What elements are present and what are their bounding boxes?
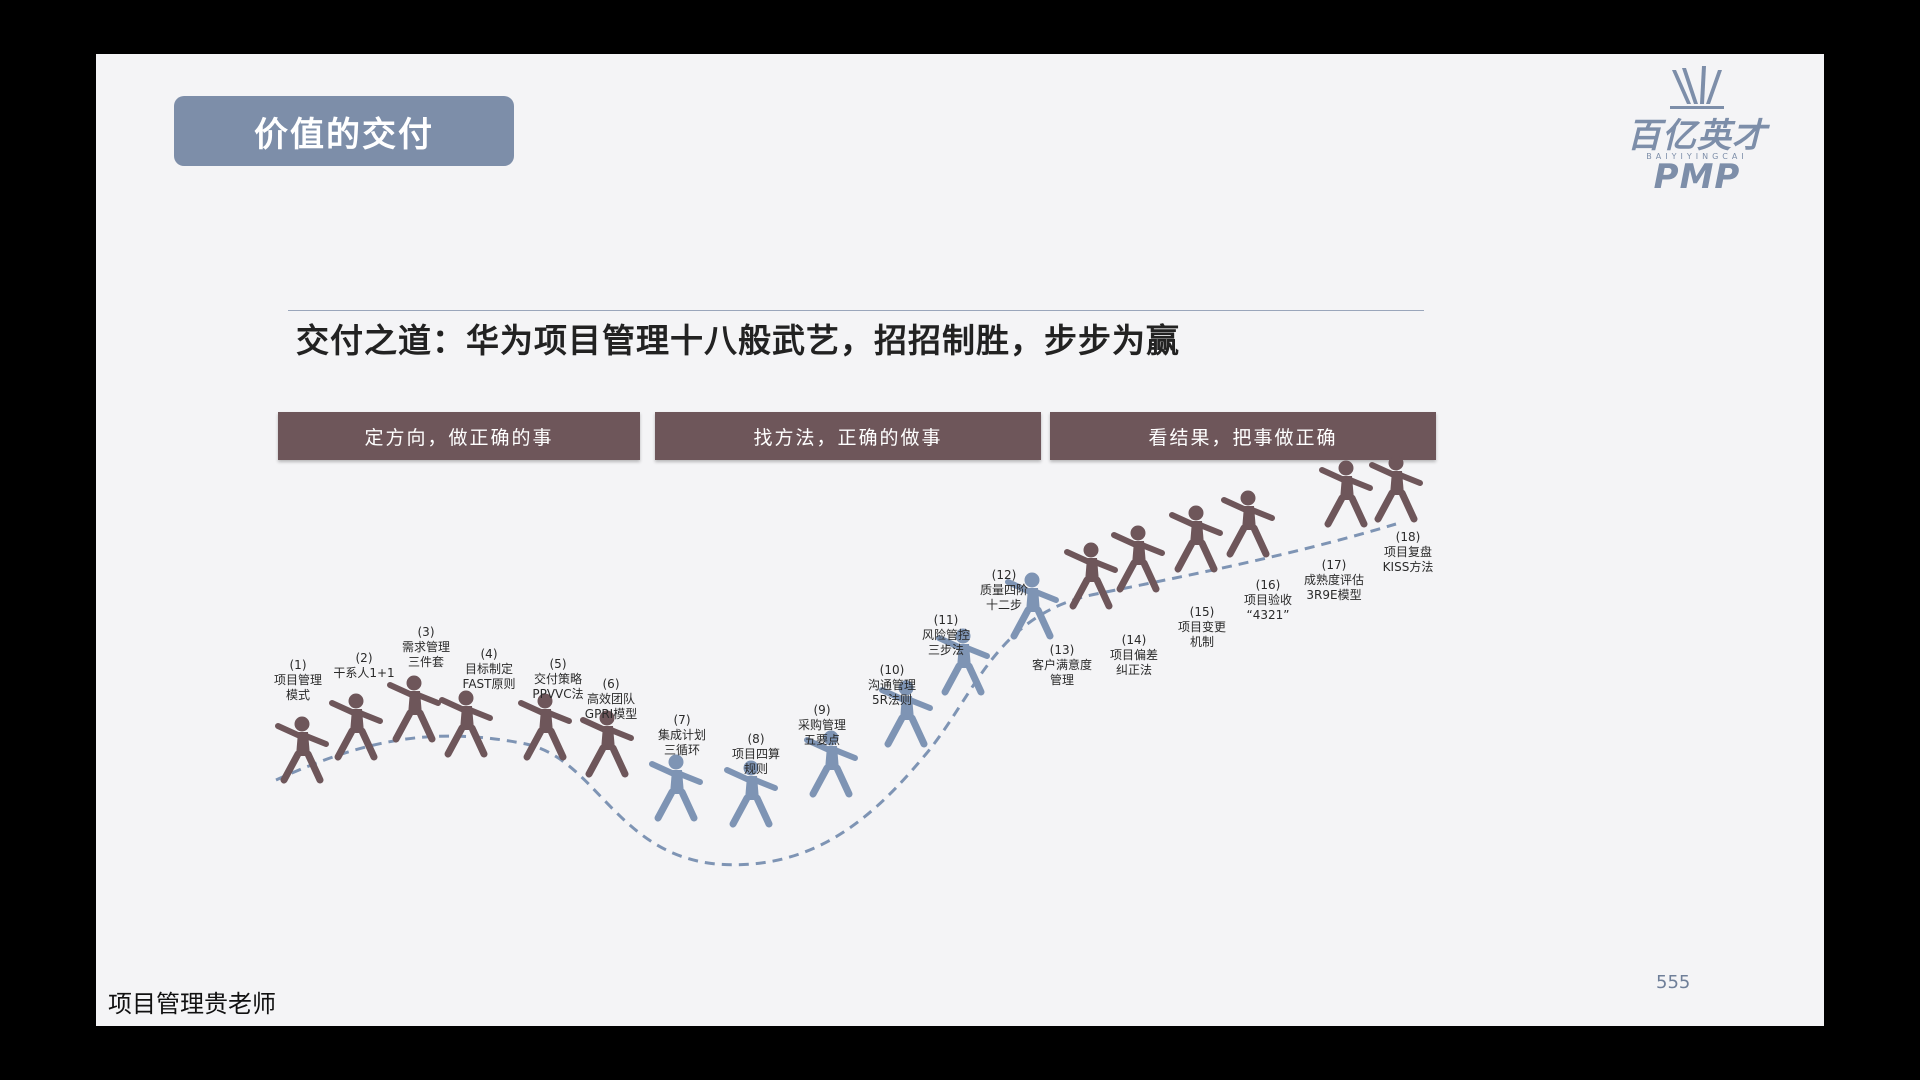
kungfu-figure-icon bbox=[580, 710, 634, 778]
logo: 百亿英才PMP BAIYIYINGCAI bbox=[1592, 64, 1802, 197]
kungfu-figure-icon bbox=[275, 716, 329, 784]
kungfu-figure-icon bbox=[439, 690, 493, 758]
phase-band-1: 定方向，做正确的事 bbox=[278, 412, 640, 460]
kungfu-figure-icon bbox=[1221, 490, 1275, 558]
kungfu-figure-icon bbox=[1111, 525, 1165, 593]
step-label: (13)客户满意度管理 bbox=[1032, 643, 1092, 687]
step-label: (9)采购管理五要点 bbox=[798, 703, 846, 747]
phase-band-3: 看结果，把事做正确 bbox=[1050, 412, 1436, 460]
kungfu-figure-icon bbox=[804, 730, 858, 798]
step-label: (7)集成计划三循环 bbox=[658, 713, 706, 757]
phase-band-2: 找方法，正确的做事 bbox=[655, 412, 1041, 460]
kungfu-figure-icon bbox=[879, 680, 933, 748]
slide-title: 价值的交付 bbox=[174, 96, 514, 166]
slide: 价值的交付 百亿英才PMP BAIYIYINGCAI 交付之道：华为项目管理十八… bbox=[96, 54, 1824, 1026]
book-logo-icon bbox=[1670, 66, 1724, 109]
step-label: (11)风险管控三步法 bbox=[922, 613, 970, 657]
logo-text: 百亿英才PMP bbox=[1627, 116, 1767, 197]
kungfu-figure-icon bbox=[649, 754, 703, 822]
kungfu-figure-icon bbox=[1369, 455, 1423, 523]
kungfu-figure-icon bbox=[1064, 542, 1118, 610]
step-label: (4)目标制定 FAST原则 bbox=[463, 647, 516, 691]
kungfu-figure-icon bbox=[329, 693, 383, 761]
divider bbox=[288, 310, 1424, 311]
kungfu-figure-icon bbox=[518, 693, 572, 761]
step-label: (1)项目管理模式 bbox=[274, 658, 322, 702]
headline: 交付之道：华为项目管理十八般武艺，招招制胜，步步为赢 bbox=[296, 321, 1180, 360]
step-label: (2)干系人1+1 bbox=[333, 651, 394, 680]
step-label: (3)需求管理三件套 bbox=[402, 625, 450, 669]
step-label: (12)质量四阶十二步 bbox=[980, 568, 1028, 612]
progress-curve bbox=[275, 522, 1397, 867]
logo-subtitle: BAIYIYINGCAI bbox=[1646, 152, 1748, 161]
step-label: (16)项目验收“4321” bbox=[1244, 578, 1292, 622]
kungfu-figure-icon bbox=[387, 675, 441, 743]
page-number: 555 bbox=[1656, 972, 1691, 993]
kungfu-figure-icon bbox=[724, 760, 778, 828]
kungfu-figure-icon bbox=[1005, 572, 1059, 640]
kungfu-figure-icon bbox=[936, 628, 990, 696]
step-label: (15)项目变更机制 bbox=[1178, 605, 1226, 649]
step-label: (18)项目复盘 KISS方法 bbox=[1383, 530, 1434, 574]
kungfu-figure-icon bbox=[1319, 460, 1373, 528]
step-label: (6)高效团队 GPRI模型 bbox=[585, 677, 637, 721]
step-label: (17)成熟度评估 3R9E模型 bbox=[1304, 558, 1364, 602]
step-label: (5)交付策略 PPVVC法 bbox=[532, 657, 583, 701]
step-label: (8)项目四算规则 bbox=[732, 732, 780, 776]
progress-diagram: (1)项目管理模式 (2)干系人1+1 (3)需求管理三件套 (4)目标制定 FAST原… bbox=[274, 455, 1434, 867]
kungfu-figure-icon bbox=[1169, 505, 1223, 573]
footer-author: 项目管理贵老师 bbox=[108, 990, 276, 1018]
step-label: (10)沟通管理 5R法则 bbox=[868, 663, 916, 707]
step-label: (14)项目偏差纠正法 bbox=[1110, 633, 1158, 677]
